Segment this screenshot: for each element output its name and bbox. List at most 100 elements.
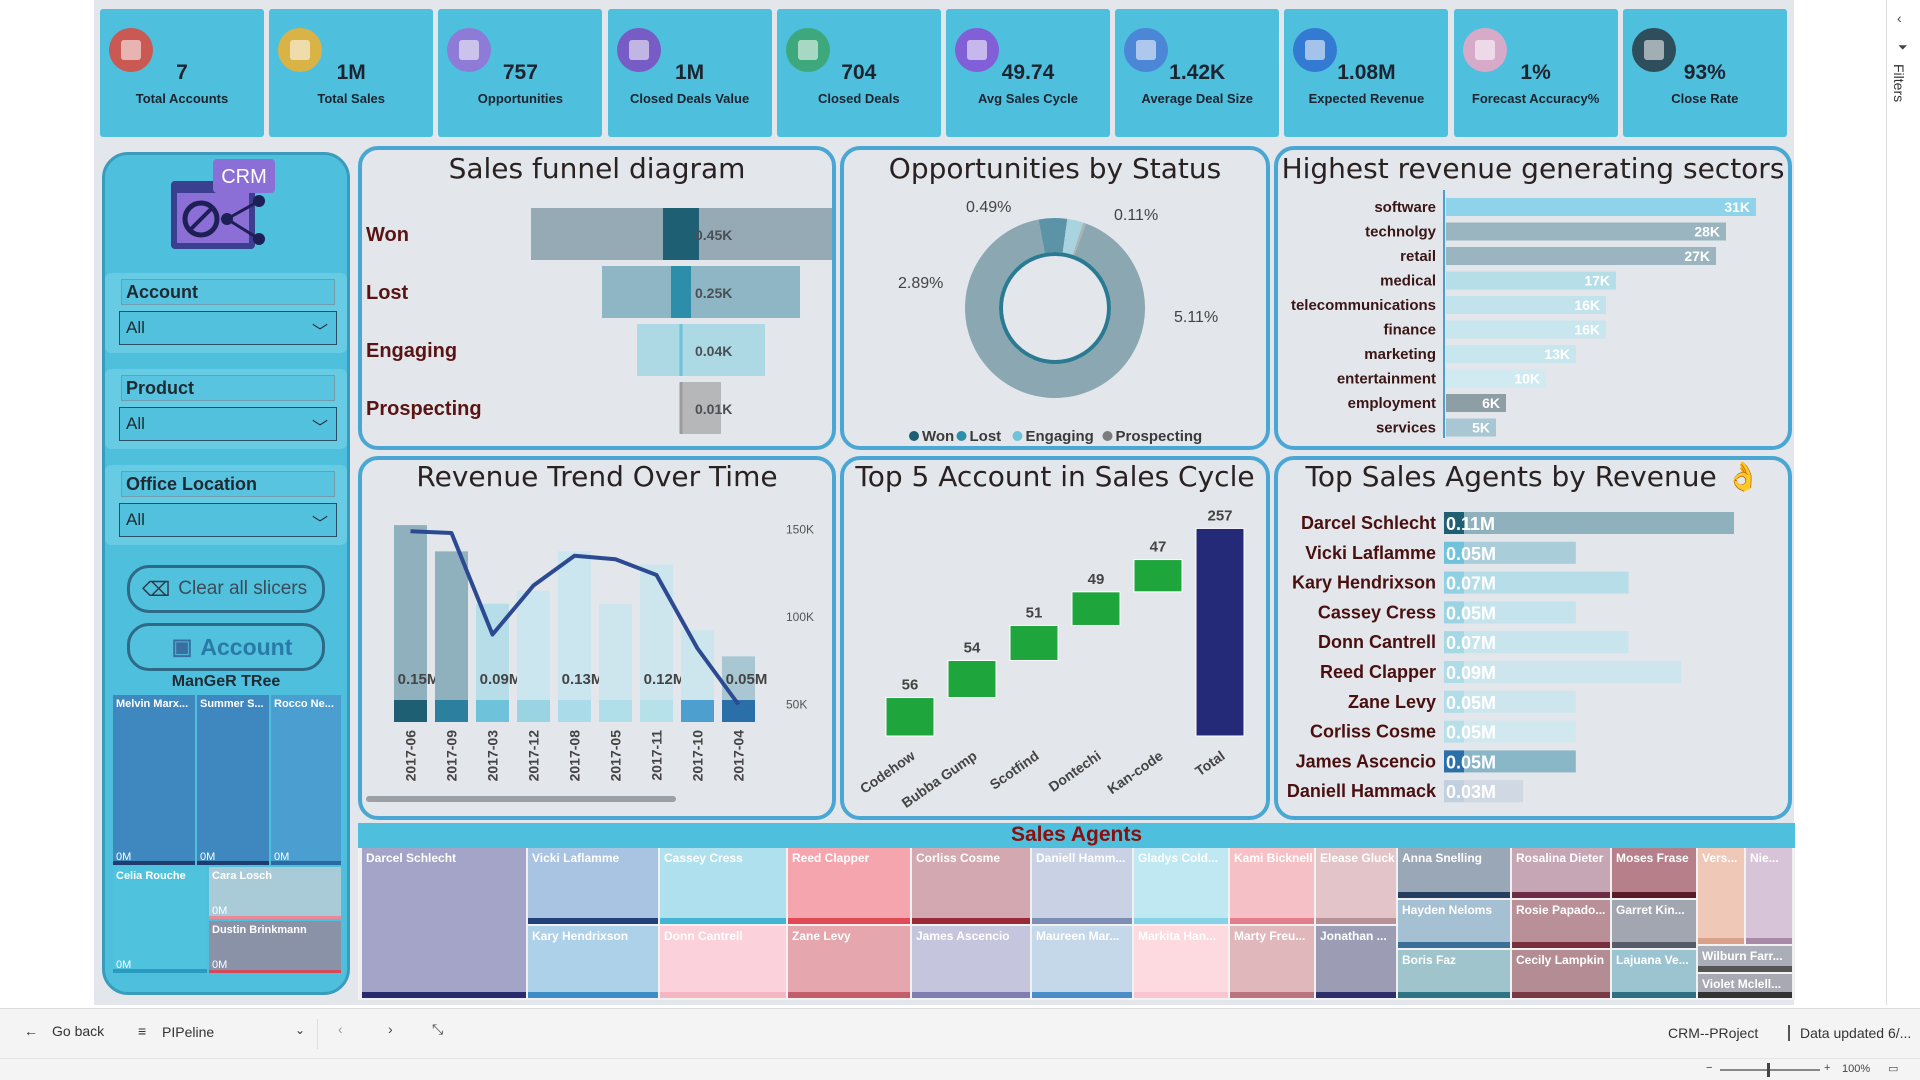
- agent-bar-segment: [1444, 720, 1464, 743]
- agent-treemap-cell[interactable]: Boris Faz: [1398, 950, 1510, 998]
- slicer-location-dropdown[interactable]: All ﹀: [119, 503, 337, 537]
- agent-treemap-cell[interactable]: Vers...: [1698, 848, 1744, 944]
- agent-treemap-cell[interactable]: Wilburn Farr...: [1698, 946, 1792, 972]
- agent-treemap-cell[interactable]: Vicki Laflamme: [528, 848, 658, 924]
- agent-treemap-cell[interactable]: Anna Snelling: [1398, 848, 1510, 898]
- treemap-cell[interactable]: Rocco Ne... 0M: [271, 695, 341, 865]
- treemap-cell-name: Cara Losch: [212, 870, 272, 882]
- trend-bar: [640, 564, 673, 722]
- agent-treemap-cell[interactable]: Kary Hendrixson: [528, 926, 658, 998]
- kpi-value: 1.08M: [1337, 61, 1396, 84]
- agent-treemap-cell[interactable]: Cassey Cress: [660, 848, 786, 924]
- chevron-down-icon: ﹀: [311, 420, 328, 437]
- slicer-product-dropdown[interactable]: All ﹀: [119, 407, 337, 441]
- treemap-cell[interactable]: Dustin Brinkmann 0M: [209, 921, 341, 973]
- sector-value-label: 16K: [1574, 297, 1600, 313]
- agent-treemap-cell[interactable]: Zane Levy: [788, 926, 910, 998]
- funnel-value-label: 0.25K: [695, 285, 732, 301]
- kpi-value: 1M: [336, 61, 366, 84]
- agent-treemap-label: Cassey Cress: [664, 851, 743, 865]
- go-back-button[interactable]: ← Go back: [24, 1023, 104, 1039]
- trend-bar-segment: [476, 700, 509, 722]
- sector-category: retail: [1400, 248, 1436, 265]
- trend-category: 2017-05: [608, 730, 624, 782]
- previous-page-button[interactable]: ‹: [338, 1021, 343, 1037]
- agent-treemap-cell[interactable]: Maureen Mar...: [1032, 926, 1132, 998]
- agent-treemap-cell[interactable]: Rosalina Dieter: [1512, 848, 1610, 898]
- agent-treemap-cell[interactable]: Cecily Lampkin: [1512, 950, 1610, 998]
- kpi-value: 757: [502, 61, 538, 84]
- trend-bar-segment: [599, 700, 632, 722]
- treemap-cell-value: 0M: [274, 851, 290, 863]
- page-selector[interactable]: ≡ PIPeline ⌄: [126, 1019, 318, 1049]
- trend-bar-segment: [558, 700, 591, 722]
- slicer-location-value: All: [126, 510, 145, 529]
- sector-category: services: [1376, 420, 1436, 437]
- agent-bar: [1444, 512, 1734, 534]
- chevron-down-icon: ⌄: [294, 1023, 305, 1037]
- buildings-icon: [104, 23, 158, 77]
- funnel-bar: [679, 382, 683, 434]
- fullscreen-icon[interactable]: ⤡: [432, 1021, 444, 1037]
- zoom-out-button[interactable]: −: [1706, 1062, 1713, 1074]
- agent-treemap-cell[interactable]: Darcel Schlecht: [362, 848, 526, 998]
- agent-treemap-cell[interactable]: Gladys Cold...: [1134, 848, 1228, 924]
- treemap-cell[interactable]: Celia Rouche 0M: [113, 867, 207, 973]
- fit-page-icon[interactable]: ▭: [1888, 1063, 1899, 1075]
- slicer-account-dropdown[interactable]: All ﹀: [119, 311, 337, 345]
- agent-treemap-cell[interactable]: Kami Bicknell: [1230, 848, 1314, 924]
- zoom-in-button[interactable]: +: [1824, 1062, 1831, 1074]
- agent-treemap-cell[interactable]: Elease Gluck: [1316, 848, 1396, 924]
- agent-treemap-cell[interactable]: Nie...: [1746, 848, 1792, 944]
- agent-treemap-label: Violet Mclell...: [1702, 977, 1782, 991]
- agent-name: Daniell Hammack: [1287, 781, 1437, 801]
- sector-value-label: 13K: [1544, 346, 1570, 362]
- agent-bar-segment: [1444, 541, 1464, 564]
- treemap-cell[interactable]: Melvin Marx... 0M: [113, 695, 195, 865]
- agent-treemap-cell[interactable]: James Ascencio: [912, 926, 1030, 998]
- trend-bar-segment: [722, 700, 755, 722]
- account-nav-button[interactable]: ▣ Account: [127, 623, 325, 671]
- agent-treemap-bar: [1398, 942, 1510, 948]
- filters-pane[interactable]: ‹ ⏷ Filters: [1886, 0, 1920, 1005]
- agent-treemap-cell[interactable]: Markita Han...: [1134, 926, 1228, 998]
- slicer-location-box: Office Location All ﹀: [105, 465, 347, 545]
- waterfall-category: Codehow: [857, 747, 918, 796]
- agent-treemap-cell[interactable]: Moses Frase: [1612, 848, 1696, 898]
- sales-funnel-title: Sales funnel diagram: [448, 152, 746, 185]
- chart-scrollbar[interactable]: [366, 796, 676, 802]
- zoom-slider[interactable]: [1720, 1063, 1820, 1077]
- agent-name: Corliss Cosme: [1310, 722, 1436, 742]
- agent-treemap-cell[interactable]: Rosie Papado...: [1512, 900, 1610, 948]
- agent-treemap-cell[interactable]: Marty Freu...: [1230, 926, 1314, 998]
- treemap-cell[interactable]: Summer S... 0M: [197, 695, 269, 865]
- agent-treemap-cell[interactable]: Reed Clapper: [788, 848, 910, 924]
- collapse-chevron-icon[interactable]: ‹: [1897, 10, 1902, 26]
- donut-slice: [965, 219, 1145, 398]
- agent-treemap-cell[interactable]: Corliss Cosme: [912, 848, 1030, 924]
- clear-slicers-button[interactable]: ⌫ Clear all slicers: [127, 565, 325, 613]
- legend-label: Engaging: [1026, 428, 1094, 445]
- agent-treemap-bar: [788, 992, 910, 998]
- filters-label[interactable]: Filters: [1891, 64, 1907, 103]
- agent-bar-segment: [1444, 750, 1464, 773]
- sector-value-label: 31K: [1724, 199, 1750, 215]
- agent-treemap-label: Jonathan ...: [1320, 929, 1387, 943]
- agent-treemap-cell[interactable]: Lajuana Ve...: [1612, 950, 1696, 998]
- agent-bar: [1444, 631, 1629, 654]
- agent-treemap-cell[interactable]: Jonathan ...: [1316, 926, 1396, 998]
- agent-treemap-cell[interactable]: Hayden Neloms: [1398, 900, 1510, 948]
- filter-panel: CRM Account All ﹀ Product All ﹀ Office L…: [102, 152, 350, 995]
- agent-treemap-label: Rosie Papado...: [1516, 903, 1606, 917]
- kpi-value: 1.42K: [1169, 61, 1226, 84]
- agent-treemap-cell[interactable]: Daniell Hamm...: [1032, 848, 1132, 924]
- project-name: CRM--PRoject: [1668, 1025, 1759, 1041]
- next-page-button[interactable]: ›: [388, 1021, 393, 1037]
- agent-treemap-cell[interactable]: Violet Mclell...: [1698, 974, 1792, 998]
- agent-bar: [1444, 571, 1629, 594]
- agent-treemap-cell[interactable]: Donn Cantrell: [660, 926, 786, 998]
- sales-agents-title: Sales Agents: [358, 823, 1795, 848]
- agent-treemap-cell[interactable]: Garret Kin...: [1612, 900, 1696, 948]
- donut-value-label: 5.11%: [1174, 309, 1218, 326]
- treemap-cell[interactable]: Cara Losch 0M: [209, 867, 341, 919]
